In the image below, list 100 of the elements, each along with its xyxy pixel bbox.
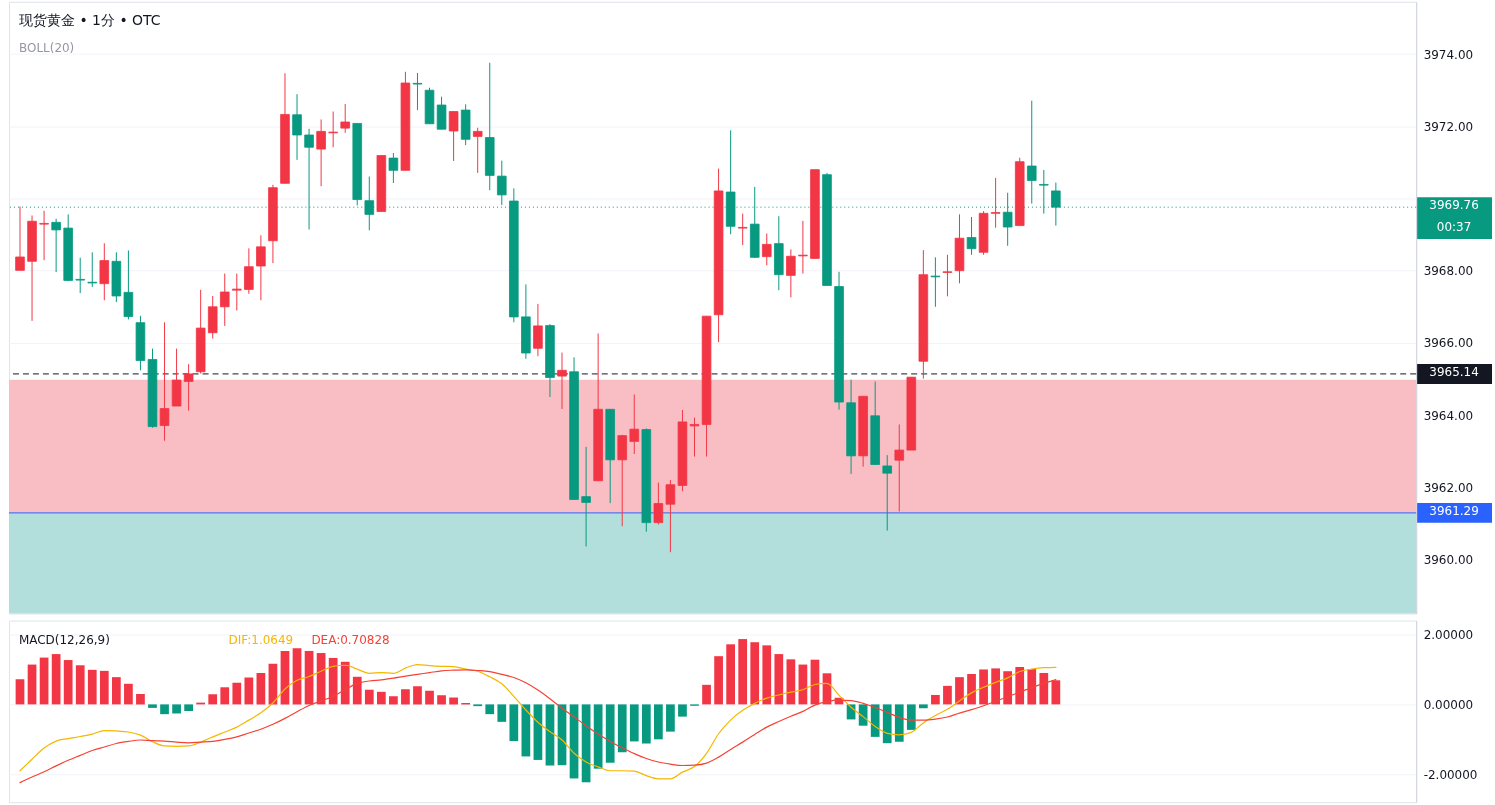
candlestick: [448, 111, 459, 162]
candlestick: [1039, 169, 1049, 215]
candlestick: [653, 482, 664, 525]
candlestick: [1026, 100, 1037, 205]
candlestick: [1002, 192, 1013, 247]
bar: [208, 694, 218, 705]
bar: [437, 695, 446, 705]
bar: [220, 687, 230, 705]
candlestick: [497, 160, 507, 206]
y-tick-label: 3968.00: [1423, 264, 1474, 279]
candlestick: [533, 303, 543, 357]
bar: [967, 674, 976, 705]
bar: [497, 704, 507, 722]
bar: [485, 704, 495, 715]
bar: [629, 704, 639, 742]
bar: [774, 654, 784, 705]
bar: [328, 657, 338, 705]
candlestick: [737, 213, 748, 246]
bar: [1027, 669, 1037, 705]
bar: [762, 645, 772, 705]
bar: [1003, 671, 1013, 705]
annotation: BOLL(20): [18, 40, 75, 55]
candlestick: [665, 479, 676, 553]
candlestick: [244, 247, 254, 295]
ref-line-label: 3961.29: [1429, 503, 1479, 518]
bar: [750, 642, 760, 705]
bar: [726, 644, 735, 705]
bar: [111, 677, 121, 705]
ref-line-label: 3969.76 00:37: [1429, 198, 1479, 235]
candlestick: [75, 257, 85, 294]
bar: [232, 682, 242, 705]
bar: [738, 639, 748, 705]
candlestick: [232, 273, 242, 311]
bar: [509, 704, 519, 742]
y-tick-label: 2.00000: [1423, 628, 1474, 643]
candlestick: [942, 254, 953, 297]
candlestick: [328, 111, 338, 148]
bar: [617, 704, 627, 753]
bar: [124, 683, 133, 705]
bar: [593, 704, 603, 769]
bar: [931, 694, 940, 705]
bar: [786, 659, 796, 705]
bar: [654, 704, 663, 740]
bar: [244, 677, 254, 705]
y-tick-label: 3962.00: [1423, 480, 1474, 495]
candlestick: [183, 363, 194, 412]
y-tick-label: 3964.00: [1423, 408, 1474, 423]
bar: [27, 664, 37, 705]
candlestick: [786, 248, 796, 298]
text: DEA:0.70828: [311, 632, 390, 647]
text: MACD(12,26,9): [18, 632, 110, 647]
bar: [991, 668, 1000, 705]
bar: [449, 697, 458, 705]
candlestick: [762, 233, 772, 266]
candlestick: [159, 321, 170, 442]
bar: [666, 704, 675, 732]
bar: [955, 677, 964, 705]
ref-line-label: 3965.14: [1429, 364, 1479, 379]
bar: [702, 684, 711, 705]
bar: [376, 691, 386, 705]
bar: [979, 669, 988, 705]
candlestick: [798, 220, 808, 275]
candlestick: [316, 118, 326, 187]
candlestick: [629, 393, 640, 455]
bar: [172, 704, 181, 714]
bar: [136, 693, 145, 705]
candlestick: [689, 417, 700, 458]
y-tick-label: 3972.00: [1423, 119, 1474, 134]
candlestick: [581, 446, 591, 547]
bar: [87, 669, 97, 705]
candlestick: [412, 72, 423, 111]
y-tick-label: -2.00000: [1423, 767, 1478, 782]
bar: [148, 704, 157, 708]
bar: [1015, 667, 1025, 705]
bar: [51, 654, 61, 705]
text: DIF:1.0649: [228, 632, 294, 647]
bar: [714, 656, 723, 705]
bar: [99, 670, 109, 705]
y-tick-label: 3966.00: [1423, 336, 1474, 351]
y-tick-label: 0.00000: [1423, 697, 1474, 712]
bar: [894, 704, 904, 742]
bar: [906, 704, 916, 730]
y-tick-label: 3974.00: [1423, 47, 1474, 62]
bar: [256, 672, 266, 705]
candlestick: [15, 205, 25, 271]
text: 现货黄金 • 1分 • OTC: [18, 11, 161, 28]
candlestick: [292, 93, 302, 161]
bar: [882, 704, 892, 744]
candlestick: [219, 273, 230, 327]
candlestick: [1051, 182, 1061, 227]
candlestick: [472, 127, 483, 174]
candlestick: [99, 242, 110, 301]
bar: [352, 676, 362, 705]
bar: [15, 679, 25, 705]
bar: [401, 689, 410, 705]
bar: [641, 704, 651, 744]
bar: [943, 685, 952, 705]
candlestick: [340, 103, 350, 134]
candlestick: [930, 256, 941, 308]
bar: [75, 665, 85, 705]
